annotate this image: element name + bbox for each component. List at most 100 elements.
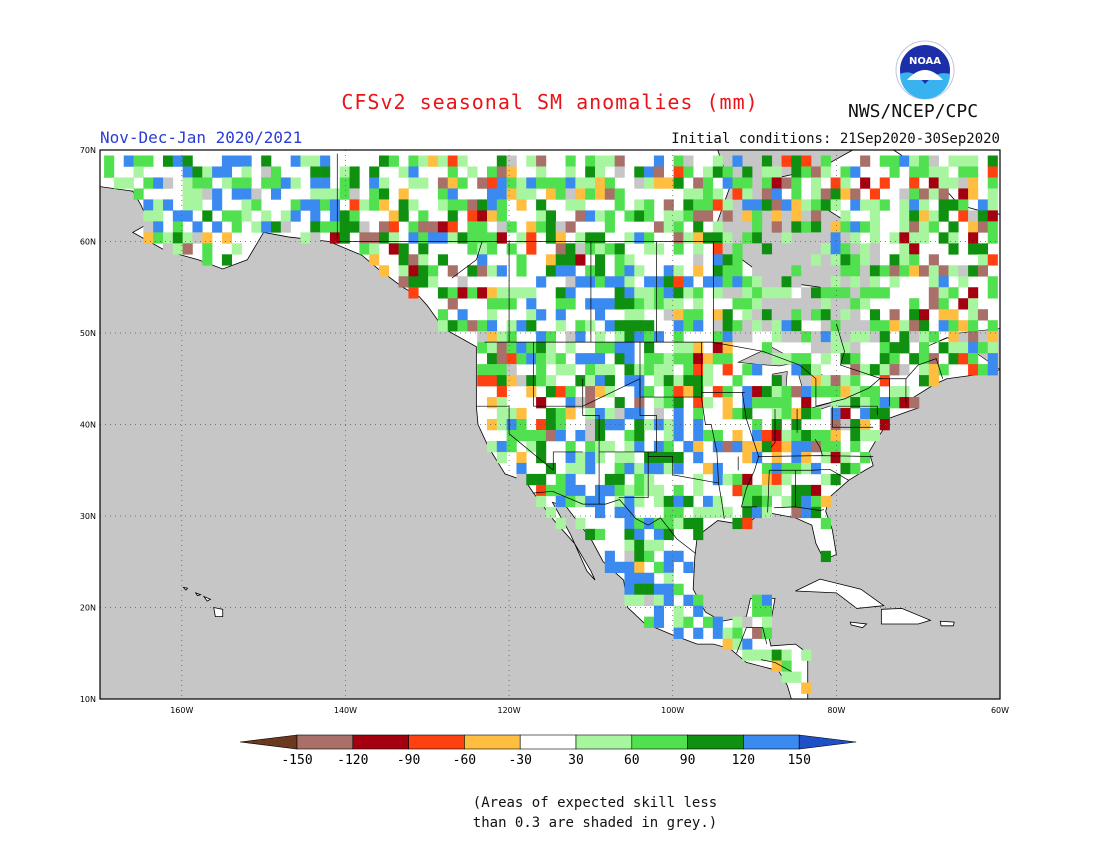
- anomaly-cell: [840, 320, 851, 332]
- anomaly-cell: [369, 199, 380, 211]
- anomaly-cell: [830, 199, 841, 211]
- anomaly-cell: [428, 265, 439, 277]
- anomaly-cell: [653, 451, 665, 464]
- anomaly-cell: [388, 221, 399, 233]
- anomaly-cell: [909, 199, 920, 211]
- anomaly-cell: [899, 331, 910, 343]
- anomaly-cell: [820, 375, 831, 387]
- anomaly-cell: [565, 451, 576, 464]
- anomaly-cell: [693, 199, 704, 211]
- anomaly-cell: [369, 188, 380, 200]
- anomaly-cell: [496, 166, 507, 178]
- anomaly-cell: [752, 364, 763, 376]
- anomaly-cell: [968, 287, 979, 299]
- anomaly-cell: [732, 638, 743, 650]
- anomaly-cell: [526, 320, 537, 332]
- anomaly-cell: [801, 166, 812, 178]
- anomaly-cell: [781, 671, 792, 683]
- anomaly-cell: [634, 594, 645, 606]
- anomaly-cell: [791, 429, 802, 442]
- anomaly-cell: [506, 320, 517, 332]
- anomaly-cell: [781, 440, 792, 453]
- anomaly-cell: [487, 331, 498, 343]
- anomaly-cell: [752, 254, 763, 266]
- anomaly-cell: [447, 221, 458, 233]
- anomaly-cell: [840, 342, 851, 354]
- anomaly-cell: [761, 298, 773, 310]
- anomaly-cell: [801, 429, 812, 442]
- anomaly-cell: [575, 188, 586, 200]
- anomaly-cell: [860, 386, 871, 398]
- anomaly-cell: [624, 298, 635, 310]
- legend-swatch: [519, 734, 577, 750]
- anomaly-cell: [840, 210, 851, 222]
- anomaly-cell: [968, 320, 979, 332]
- anomaly-cell: [879, 177, 890, 189]
- anomaly-cell: [948, 177, 959, 189]
- anomaly-cell: [163, 177, 174, 189]
- anomaly-cell: [506, 364, 517, 376]
- political-border: [770, 408, 776, 448]
- legend-swatch: [464, 734, 521, 750]
- anomaly-cell: [732, 440, 743, 453]
- anomaly-cell: [536, 473, 547, 486]
- political-border: [836, 323, 882, 380]
- anomaly-cell: [231, 243, 242, 255]
- anomaly-cell: [820, 243, 831, 255]
- anomaly-cell: [781, 462, 792, 475]
- anomaly-cell: [653, 517, 665, 530]
- anomaly-cell: [487, 320, 498, 332]
- anomaly-cell: [624, 528, 635, 541]
- anomaly-cell: [761, 462, 773, 475]
- anomaly-cell: [771, 298, 782, 310]
- anomaly-cell: [712, 506, 723, 519]
- anomaly-cell: [595, 166, 606, 178]
- island: [194, 592, 202, 597]
- anomaly-cell: [869, 287, 881, 299]
- anomaly-cell: [830, 451, 841, 464]
- anomaly-cell: [722, 440, 733, 453]
- anomaly-cell: [742, 166, 753, 178]
- anomaly-cell: [752, 232, 763, 244]
- anomaly-cell: [977, 309, 989, 321]
- anomaly-cell: [595, 243, 606, 255]
- anomaly-cell: [624, 276, 635, 288]
- anomaly-cell: [634, 561, 645, 574]
- island: [182, 586, 189, 591]
- anomaly-cell: [801, 265, 812, 277]
- anomaly-cell: [869, 429, 881, 442]
- anomaly-cell: [722, 364, 733, 376]
- anomaly-cell: [290, 210, 301, 222]
- anomaly-cell: [722, 254, 733, 266]
- anomaly-cell: [732, 320, 743, 332]
- anomaly-cell: [673, 177, 684, 189]
- anomaly-cell: [153, 210, 164, 222]
- anomaly-cell: [693, 386, 704, 398]
- anomaly-cell: [624, 462, 635, 475]
- anomaly-cell: [968, 298, 979, 310]
- anomaly-cell: [899, 155, 910, 167]
- anomaly-cell: [261, 210, 272, 222]
- anomaly-cell: [791, 221, 802, 233]
- anomaly-cell: [437, 177, 449, 189]
- map-frame: [99, 149, 1001, 700]
- anomaly-cell: [801, 254, 812, 266]
- anomaly-cell: [712, 429, 723, 442]
- anomaly-cell: [516, 265, 527, 277]
- anomaly-cell: [840, 386, 851, 398]
- anomaly-cell: [732, 298, 743, 310]
- anomaly-cell: [919, 265, 930, 277]
- anomaly-cell: [595, 440, 606, 453]
- anomaly-cell: [516, 353, 527, 365]
- anomaly-cell: [928, 287, 939, 299]
- anomaly-cell: [771, 210, 782, 222]
- anomaly-cell: [909, 155, 920, 167]
- anomaly-cell: [899, 364, 910, 376]
- anomaly-cell: [791, 199, 802, 211]
- anomaly-cell: [653, 605, 665, 617]
- anomaly-cell: [948, 199, 959, 211]
- anomaly-cell: [958, 166, 969, 178]
- anomaly-cell: [830, 188, 841, 200]
- anomaly-cell: [172, 210, 183, 222]
- anomaly-cell: [899, 265, 910, 277]
